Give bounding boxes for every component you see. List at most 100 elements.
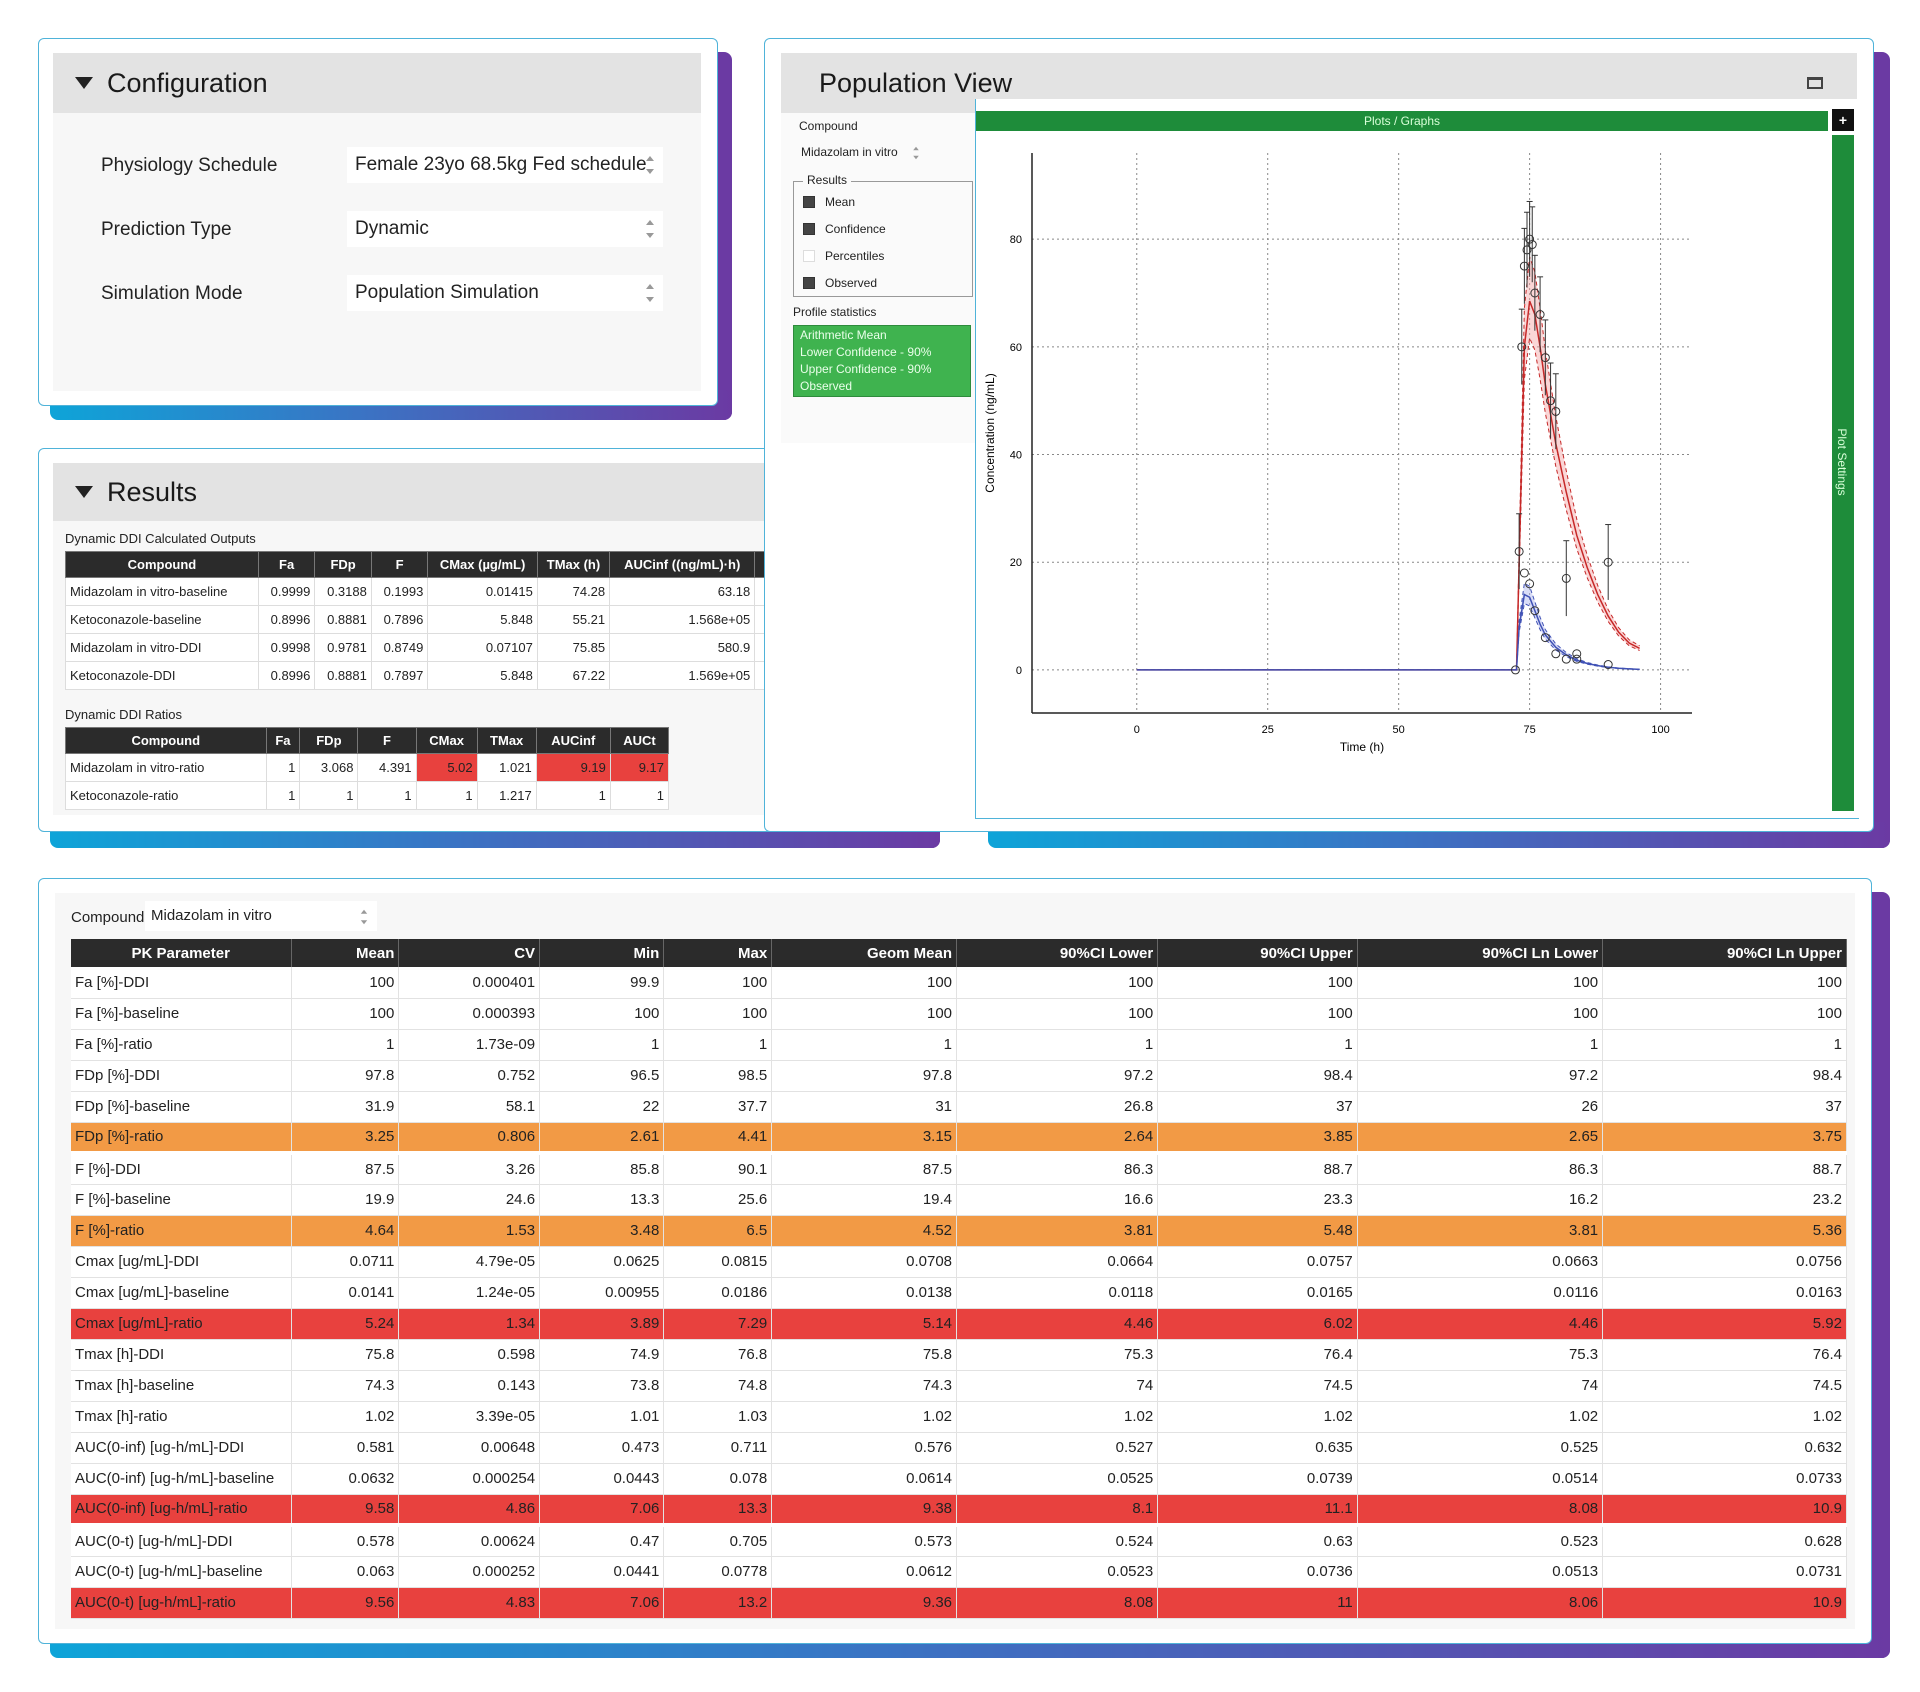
checkbox-label: Mean	[825, 195, 856, 209]
collapse-triangle-icon[interactable]	[75, 77, 93, 89]
column-header[interactable]: Min	[539, 939, 665, 967]
table-cell: 90.1	[663, 1151, 773, 1185]
column-header[interactable]: AUCt	[609, 727, 670, 754]
table-cell: 10.9	[1602, 1587, 1847, 1619]
column-header[interactable]: Compound	[65, 551, 259, 578]
table-cell: 1.73e-09	[398, 1029, 541, 1061]
table-cell: Ketoconazole-baseline	[65, 605, 259, 634]
checkbox-icon[interactable]	[803, 223, 815, 235]
configuration-panel: Configuration Physiology Schedule Female…	[53, 53, 701, 391]
select-arrows-icon	[645, 219, 655, 239]
table-cell: AUC(0-t) [ug-h/mL]-DDI	[71, 1523, 292, 1557]
column-header[interactable]: PK Parameter	[71, 939, 292, 967]
table-cell: 6.5	[663, 1215, 773, 1247]
column-header[interactable]: F	[357, 727, 417, 754]
configuration-header[interactable]: Configuration	[53, 53, 701, 113]
table-cell: 0.0118	[956, 1277, 1159, 1309]
table-cell: 1.569e+05	[609, 661, 756, 690]
column-header[interactable]: TMax (h)	[536, 551, 611, 578]
plot-settings-sidebar[interactable]: Plot Settings	[1832, 135, 1854, 811]
column-header[interactable]: TMax	[476, 727, 537, 754]
y-tick-label: 60	[1010, 342, 1022, 354]
simulation-mode-select[interactable]: Population Simulation	[347, 275, 663, 311]
table-cell: 98.5	[663, 1060, 773, 1092]
table-cell: 98.4	[1602, 1060, 1847, 1092]
table-cell: 5.14	[771, 1308, 958, 1340]
profile-statistic-item[interactable]: Observed	[800, 379, 853, 393]
table-row: Midazolam in vitro-ratio 1 3.068 4.391 5.02 1…	[65, 753, 670, 782]
column-header[interactable]: Compound	[65, 727, 267, 754]
prediction-type-select[interactable]: Dynamic	[347, 211, 663, 247]
table-cell: 3.39e-05	[398, 1401, 541, 1433]
table-cell: Tmax [h]-DDI	[71, 1339, 292, 1371]
plots-graphs-header[interactable]: Plots / Graphs	[976, 111, 1828, 131]
column-header[interactable]: 90%CI Lower	[956, 939, 1159, 967]
column-header[interactable]: CV	[398, 939, 541, 967]
select-arrows-icon	[913, 146, 920, 160]
table-cell: 87.5	[291, 1151, 400, 1185]
results-group	[793, 181, 973, 297]
table-cell: AUC(0-inf) [ug-h/mL]-ratio	[71, 1494, 292, 1526]
column-header[interactable]: Max	[663, 939, 773, 967]
table-cell: Fa [%]-baseline	[71, 998, 292, 1030]
popout-icon[interactable]	[1807, 77, 1823, 89]
table-cell: 1.53	[398, 1215, 541, 1247]
table-cell: 1.02	[1357, 1401, 1604, 1433]
table-cell: 13.3	[539, 1184, 665, 1216]
collapse-triangle-icon[interactable]	[75, 486, 93, 498]
table-row: FDp [%]-baseline 31.9 58.1 22 37.7 31 26.8 37 26…	[71, 1091, 1847, 1123]
table-cell: 0.8881	[314, 661, 372, 690]
outputs-caption: Dynamic DDI Calculated Outputs	[65, 531, 256, 546]
column-header[interactable]: CMax (µg/mL)	[427, 551, 538, 578]
column-header[interactable]: Geom Mean	[771, 939, 958, 967]
table-cell: 1	[609, 781, 670, 810]
table-cell: 100	[1602, 967, 1847, 999]
table-row: F [%]-ratio 4.64 1.53 3.48 6.5 4.52 3.81 5.48 3.…	[71, 1215, 1847, 1247]
table-cell: 74.5	[1157, 1370, 1358, 1402]
simulation-mode-value: Population Simulation	[355, 282, 539, 303]
column-header[interactable]: Mean	[291, 939, 400, 967]
result-checkbox-percentiles[interactable]: Percentiles	[803, 249, 884, 263]
table-cell: 5.92	[1602, 1308, 1847, 1340]
result-checkbox-confidence[interactable]: Confidence	[803, 222, 886, 236]
column-header[interactable]: FDp	[314, 551, 372, 578]
table-cell: 1	[1157, 1029, 1358, 1061]
checkbox-icon[interactable]	[803, 196, 815, 208]
table-cell: 55.21	[536, 605, 611, 634]
checkbox-icon[interactable]	[803, 277, 815, 289]
column-header[interactable]: 90%CI Ln Lower	[1357, 939, 1604, 967]
column-header[interactable]: FDp	[299, 727, 359, 754]
column-header[interactable]: AUCinf ((ng/mL)·h)	[609, 551, 756, 578]
physiology-schedule-select[interactable]: Female 23yo 68.5kg Fed schedule	[347, 147, 663, 183]
table-cell: 0.0443	[539, 1463, 665, 1495]
table-cell: FDp [%]-DDI	[71, 1060, 292, 1092]
profile-statistic-item[interactable]: Lower Confidence - 90%	[800, 345, 932, 359]
table-row: Tmax [h]-baseline 74.3 0.143 73.8 74.8 74.3 74…	[71, 1370, 1847, 1402]
profile-statistic-item[interactable]: Upper Confidence - 90%	[800, 362, 932, 376]
compound-select[interactable]: Midazolam in vitro	[795, 141, 925, 163]
table-cell: 0.0778	[663, 1556, 773, 1588]
table-cell: 10.9	[1602, 1494, 1847, 1526]
result-checkbox-mean[interactable]: Mean	[803, 195, 855, 209]
table-cell: 0.806	[398, 1122, 541, 1154]
table-cell: 73.8	[539, 1370, 665, 1402]
column-header[interactable]: AUCinf	[535, 727, 611, 754]
column-header[interactable]: 90%CI Upper	[1157, 939, 1358, 967]
y-tick-label: 20	[1010, 557, 1022, 569]
column-header[interactable]: F	[370, 551, 429, 578]
profile-statistics-list[interactable]: Arithmetic Mean Lower Confidence - 90% Upp…	[793, 325, 971, 397]
column-header[interactable]: CMax	[415, 727, 478, 754]
checkbox-icon[interactable]	[803, 250, 815, 262]
result-checkbox-observed[interactable]: Observed	[803, 276, 877, 290]
column-header[interactable]: Fa	[265, 727, 301, 754]
profile-statistic-item[interactable]: Arithmetic Mean	[800, 328, 887, 342]
bottom-compound-select[interactable]: Midazolam in vitro	[145, 901, 377, 931]
column-header[interactable]: Fa	[257, 551, 316, 578]
table-cell: 0.8996	[257, 661, 316, 690]
table-cell: Midazolam in vitro-ratio	[65, 753, 267, 782]
table-cell: 9.56	[291, 1587, 400, 1619]
table-cell: 31	[771, 1091, 958, 1123]
column-header[interactable]: 90%CI Ln Upper	[1602, 939, 1847, 967]
table-cell: 16.6	[956, 1184, 1159, 1216]
plus-button[interactable]: +	[1832, 109, 1854, 131]
